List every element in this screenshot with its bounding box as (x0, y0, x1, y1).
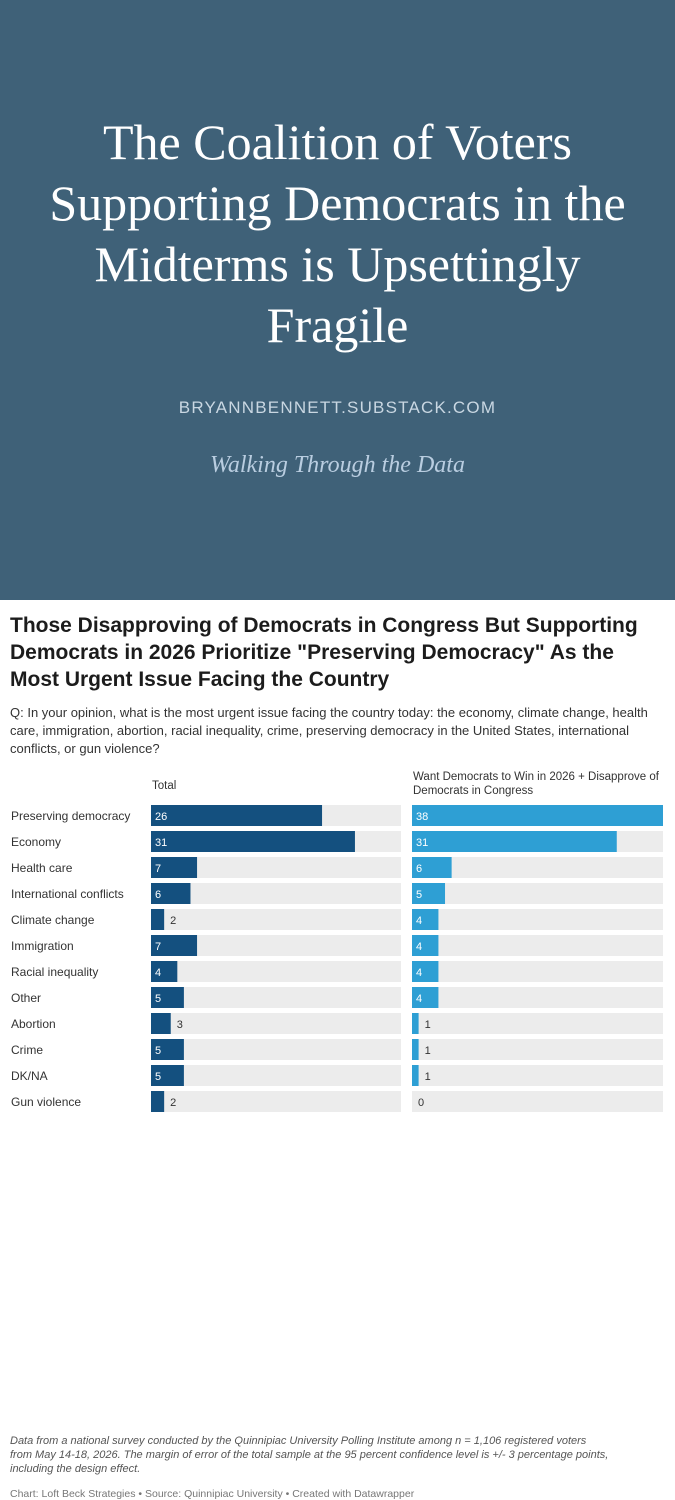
bar-background (151, 987, 401, 1008)
bar (151, 935, 198, 956)
data-label: 6 (416, 863, 422, 875)
bar-background (412, 883, 663, 904)
bar-background (412, 857, 663, 878)
chart-question: Q: In your opinion, what is the most urg… (10, 705, 648, 756)
bar (412, 831, 617, 852)
data-label: 31 (416, 837, 428, 849)
bar-background (412, 1039, 663, 1060)
data-label: 7 (155, 941, 161, 953)
bar-background (151, 1065, 401, 1086)
series-header-total: Total (152, 780, 177, 792)
bar (151, 1091, 165, 1112)
bar (412, 909, 439, 930)
bar-background (151, 883, 401, 904)
data-label: 6 (155, 889, 161, 901)
category-label: Crime (11, 1043, 43, 1057)
bar-background (151, 935, 401, 956)
post-title: The Coalition of Voters Supporting Democ… (49, 114, 626, 353)
bar-background (412, 935, 663, 956)
data-label: 5 (155, 1071, 161, 1083)
bar-background (151, 961, 401, 982)
data-label: 2 (170, 915, 176, 927)
bar (151, 805, 323, 826)
category-label: Preserving democracy (11, 809, 130, 823)
bar (412, 883, 446, 904)
category-label: Health care (11, 861, 73, 875)
bar (412, 1065, 419, 1086)
data-label: 7 (155, 863, 161, 875)
data-label: 4 (155, 967, 161, 979)
bar (412, 935, 439, 956)
bar (151, 1013, 171, 1034)
bar (151, 883, 191, 904)
category-label: International conflicts (11, 887, 124, 901)
chart-source: Chart: Loft Beck Strategies • Source: Qu… (10, 1488, 415, 1500)
site-url[interactable]: BRYANNBENNETT.SUBSTACK.COM (178, 398, 497, 417)
data-label: 1 (425, 1019, 431, 1031)
bar-background (412, 1065, 663, 1086)
bar-background (412, 1091, 663, 1112)
bar-background (412, 987, 663, 1008)
data-label: 5 (416, 889, 422, 901)
bar-background (412, 1013, 663, 1034)
data-label: 4 (416, 993, 422, 1005)
data-label: 4 (416, 915, 422, 927)
data-label: 4 (416, 967, 422, 979)
category-label: DK/NA (11, 1069, 48, 1083)
bar (151, 831, 355, 852)
category-label: Gun violence (11, 1095, 81, 1109)
category-label: Climate change (11, 913, 95, 927)
data-label: 1 (425, 1071, 431, 1083)
chart-title: Those Disapproving of Democrats in Congr… (10, 614, 638, 691)
bar-background (412, 909, 663, 930)
bar (151, 857, 198, 878)
bar (151, 961, 178, 982)
bar (151, 909, 165, 930)
bar (151, 1039, 184, 1060)
bar-background (151, 909, 401, 930)
data-label: 3 (177, 1019, 183, 1031)
bar (151, 987, 184, 1008)
chart-note: Data from a national survey conducted by… (10, 1435, 609, 1475)
category-label: Abortion (11, 1017, 56, 1031)
bar (412, 857, 452, 878)
data-label: 26 (155, 811, 167, 823)
bar (412, 805, 663, 826)
data-label: 2 (170, 1097, 176, 1109)
bar-background (151, 1091, 401, 1112)
bar (412, 1039, 419, 1060)
post-tagline: Walking Through the Data (210, 452, 465, 478)
data-label: 0 (418, 1097, 424, 1109)
bar (412, 961, 439, 982)
bar-background (151, 1039, 401, 1060)
category-label: Racial inequality (11, 965, 98, 979)
bar (412, 987, 439, 1008)
data-label: 31 (155, 837, 167, 849)
bar (412, 1013, 419, 1034)
bookmark-icon[interactable] (602, 1124, 642, 1170)
category-label: Economy (11, 835, 61, 849)
data-label: 5 (155, 993, 161, 1005)
series-header-want: Want Democrats to Win in 2026 + Disappro… (413, 771, 659, 797)
category-label: Immigration (11, 939, 74, 953)
post-header: The Coalition of Voters Supporting Democ… (0, 0, 675, 600)
bar (151, 1065, 184, 1086)
chart-image: Those Disapproving of Democrats in Congr… (0, 600, 675, 1500)
data-label: 4 (416, 941, 422, 953)
data-label: 38 (416, 811, 428, 823)
bar-background (151, 857, 401, 878)
bar-background (412, 961, 663, 982)
data-label: 1 (425, 1045, 431, 1057)
data-label: 5 (155, 1045, 161, 1057)
bar-background (151, 1013, 401, 1034)
category-label: Other (11, 991, 41, 1005)
